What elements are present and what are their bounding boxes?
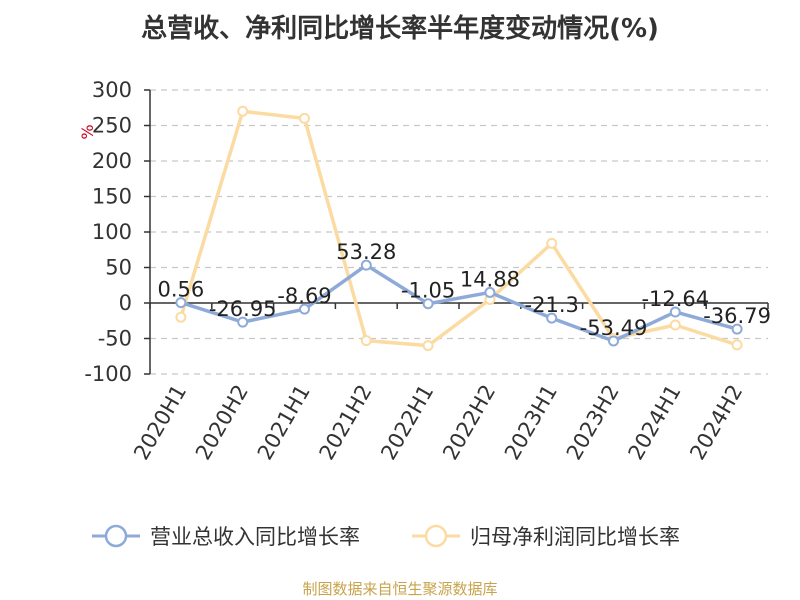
data-point (360, 259, 372, 271)
data-point (175, 297, 187, 309)
data-point (299, 112, 310, 124)
data-point (731, 339, 743, 351)
source-note: 制图数据来自恒生聚源数据库 (302, 580, 498, 598)
data-label: 0.56 (158, 278, 205, 302)
data-point (175, 311, 187, 323)
series-line-1 (179, 109, 738, 348)
legend-marker (424, 524, 448, 548)
x-tick-label: 2022H1 (376, 380, 438, 464)
y-tick-label: -50 (98, 327, 132, 351)
y-axis-label: % (78, 124, 97, 139)
y-tick-label: 100 (92, 220, 132, 244)
data-point (546, 312, 558, 324)
y-tick-label: 150 (92, 185, 132, 209)
data-label: -53.49 (580, 316, 648, 340)
data-label: -1.05 (401, 279, 455, 303)
y-tick-label: 0 (119, 291, 132, 315)
data-point (422, 298, 434, 310)
data-label: -12.64 (641, 287, 709, 311)
data-point (669, 319, 681, 331)
data-label: 53.28 (336, 240, 396, 264)
data-label: 14.88 (460, 267, 520, 291)
data-point (299, 303, 310, 315)
axes (144, 89, 769, 375)
data-point (731, 323, 743, 335)
legend-label: 营业总收入同比增长率 (150, 525, 360, 549)
data-point (669, 306, 681, 318)
y-tick-label: 250 (92, 114, 132, 138)
y-tick-label: 200 (92, 149, 132, 173)
legend-marker (104, 524, 128, 548)
y-tick-label: 300 (92, 78, 132, 102)
y-tick-label: -100 (84, 362, 132, 386)
x-tick-label: 2021H2 (315, 381, 377, 465)
legend-label: 归母净利润同比增长率 (470, 525, 680, 549)
data-label: -36.79 (703, 304, 771, 328)
data-label: -8.69 (277, 284, 331, 308)
x-tick-labels: 2020H1 2020H2 2021H1 2021H2 2022H1 2022H2 2023… (129, 380, 747, 464)
x-tick-label: 2020H1 (129, 381, 191, 465)
data-label: -21.3 (525, 293, 579, 317)
data-point (360, 335, 372, 347)
x-tick-label: 2024H1 (624, 381, 686, 465)
grid-lines (150, 89, 768, 375)
x-tick-label: 2023H2 (562, 381, 624, 465)
data-point (422, 340, 434, 352)
data-label: -26.95 (209, 297, 277, 321)
data-point (546, 237, 558, 249)
x-tick-label: 2023H1 (500, 381, 562, 465)
x-tick-label: 2021H1 (253, 381, 315, 465)
series-group (175, 105, 743, 352)
x-tick-label: 2020H2 (191, 381, 253, 465)
x-tick-label: 2024H2 (685, 381, 747, 465)
y-tick-label: 50 (105, 256, 132, 280)
x-tick-label: 2022H2 (438, 381, 500, 465)
series-line-0 (180, 263, 738, 343)
chart-title: 总营收、净利同比增长率半年度变动情况(%) (141, 14, 659, 44)
y-tick-labels: -100 -50 0 50 100 150 200 250 300 (84, 78, 132, 386)
data-point (237, 316, 249, 328)
data-point (484, 286, 496, 298)
data-point (608, 335, 619, 347)
data-point (237, 105, 249, 117)
legend: 营业总收入同比增长率 归母净利润同比增长率 (92, 524, 680, 549)
